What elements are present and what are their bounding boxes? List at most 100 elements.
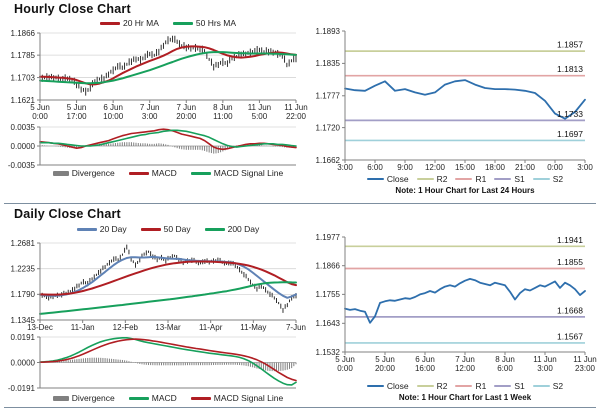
legend-label: Divergence [71, 393, 115, 403]
legend-label: R2 [436, 174, 448, 184]
x-tick-label: 0:00 [32, 112, 48, 121]
x-tick-label: 11 Jun [533, 355, 556, 364]
section-divider [4, 203, 596, 204]
y-tick-label: -0.0035 [8, 161, 36, 170]
legend-item-r2: R2 [416, 174, 448, 184]
x-tick-label: 12:00 [455, 364, 476, 373]
macd-line [39, 128, 297, 151]
y-tick-label: 1.1866 [316, 261, 341, 270]
x-tick-label: 9:00 [397, 163, 413, 172]
legend-swatch-icon [455, 178, 473, 180]
legend-item-s2: S2 [532, 381, 563, 391]
hourly-chart-title: Hourly Close Chart [14, 2, 131, 16]
r1-value-label: 1.1855 [557, 257, 583, 267]
macd-signal-line-line [39, 338, 297, 382]
x-tick-label: 6 Jun [415, 355, 435, 364]
daily-pivot-legend: Close R2 R1 S1 S2 [345, 381, 585, 391]
legend-label: S1 [514, 381, 525, 391]
x-tick-label: 12-Feb [113, 323, 139, 332]
daily-price-legend: 20 Day 50 Day 200 Day [40, 224, 296, 234]
legend-swatch-icon [140, 227, 161, 231]
y-tick-label: 1.1703 [11, 73, 36, 82]
legend-label: R1 [475, 381, 487, 391]
legend-item-macd-signal-line: MACD Signal Line [190, 168, 284, 178]
x-tick-label: 11-Apr [199, 323, 223, 332]
legend-swatch-icon [99, 21, 120, 25]
legend-item-macd-signal-line: MACD Signal Line [190, 393, 284, 403]
legend-item-macd: MACD [128, 393, 177, 403]
x-tick-label: 5 Jun [30, 103, 50, 112]
legend-label: S2 [552, 174, 564, 184]
legend-swatch-icon [494, 178, 512, 180]
y-tick-label: 1.1777 [316, 92, 341, 101]
y-tick-label: 1.1835 [316, 59, 341, 68]
y-tick-label: 1.1893 [316, 27, 341, 36]
legend-swatch-icon [532, 178, 550, 180]
legend-swatch-icon [366, 385, 384, 387]
x-tick-label: 5 Jun [335, 355, 355, 364]
legend-swatch-icon [190, 396, 211, 400]
legend-swatch-icon [190, 171, 211, 175]
legend-item-divergence: Divergence [52, 168, 115, 178]
legend-label: R1 [475, 174, 487, 184]
legend-item-20-hr-ma: 20 Hr MA [99, 18, 159, 28]
y-tick-label: 1.1621 [11, 96, 36, 105]
200-day-line [39, 281, 297, 315]
hourly-macd-plot: 0.0035 0.0000 -0.0035 [8, 123, 297, 170]
daily-macd-plot: 0.0191 0.0000 -0.0191 [8, 333, 297, 393]
x-tick-label: 6:00 [497, 364, 513, 373]
x-tick-label: 13-Mar [155, 323, 181, 332]
legend-label: 20 Day [99, 224, 127, 234]
s1-value-label: 1.1668 [557, 305, 583, 315]
x-tick-label: 3:00 [337, 163, 353, 172]
hourly-macd-legend: Divergence MACD MACD Signal Line [40, 168, 296, 178]
macd-line [39, 336, 297, 386]
x-tick-label: 15:00 [455, 163, 476, 172]
legend-item-20-day: 20 Day [76, 224, 127, 234]
legend-label: MACD Signal Line [213, 393, 284, 403]
bottom-divider [4, 407, 596, 408]
x-tick-label: 11:00 [213, 112, 233, 121]
y-tick-label: -0.0191 [8, 384, 36, 393]
s2-value-label: 1.1697 [557, 129, 583, 139]
y-tick-label: 0.0000 [11, 142, 36, 151]
20-day-line [39, 255, 297, 299]
y-tick-label: 1.1345 [11, 316, 36, 325]
y-tick-label: 1.1532 [316, 348, 341, 357]
legend-swatch-icon [172, 21, 193, 25]
x-tick-label: 5 Jun [67, 103, 87, 112]
y-tick-label: 0.0035 [11, 123, 36, 132]
legend-item-s1: S1 [494, 381, 525, 391]
legend-item-r2: R2 [416, 381, 448, 391]
x-tick-label: 3:00 [142, 112, 158, 121]
x-tick-label: 21:00 [515, 163, 536, 172]
y-tick-label: 1.1785 [11, 51, 36, 60]
y-tick-label: 1.1662 [316, 156, 341, 165]
legend-label: 50 Day [163, 224, 191, 234]
legend-item-50-day: 50 Day [140, 224, 191, 234]
legend-item-200-day: 200 Day [204, 224, 259, 234]
x-tick-label: 8 Jun [495, 355, 515, 364]
x-tick-label: 13-Dec [27, 323, 53, 332]
legend-swatch-icon [455, 385, 473, 387]
legend-item-r1: R1 [455, 381, 486, 391]
legend-label: MACD Signal Line [213, 168, 284, 178]
legend-label: MACD [151, 393, 177, 403]
close-line [344, 277, 586, 324]
legend-swatch-icon [128, 396, 149, 400]
legend-label: R2 [436, 381, 448, 391]
y-tick-label: 1.2235 [11, 265, 36, 274]
x-tick-label: 11-May [240, 323, 266, 332]
legend-swatch-icon [52, 170, 69, 176]
x-tick-label: 7 Jun [455, 355, 475, 364]
legend-item-r1: R1 [455, 174, 486, 184]
legend-label: 20 Hr MA [122, 18, 159, 28]
legend-item-divergence: Divergence [52, 393, 115, 403]
legend-item-s1: S1 [494, 174, 525, 184]
legend-swatch-icon [204, 227, 225, 231]
legend-item-close: Close [366, 381, 409, 391]
